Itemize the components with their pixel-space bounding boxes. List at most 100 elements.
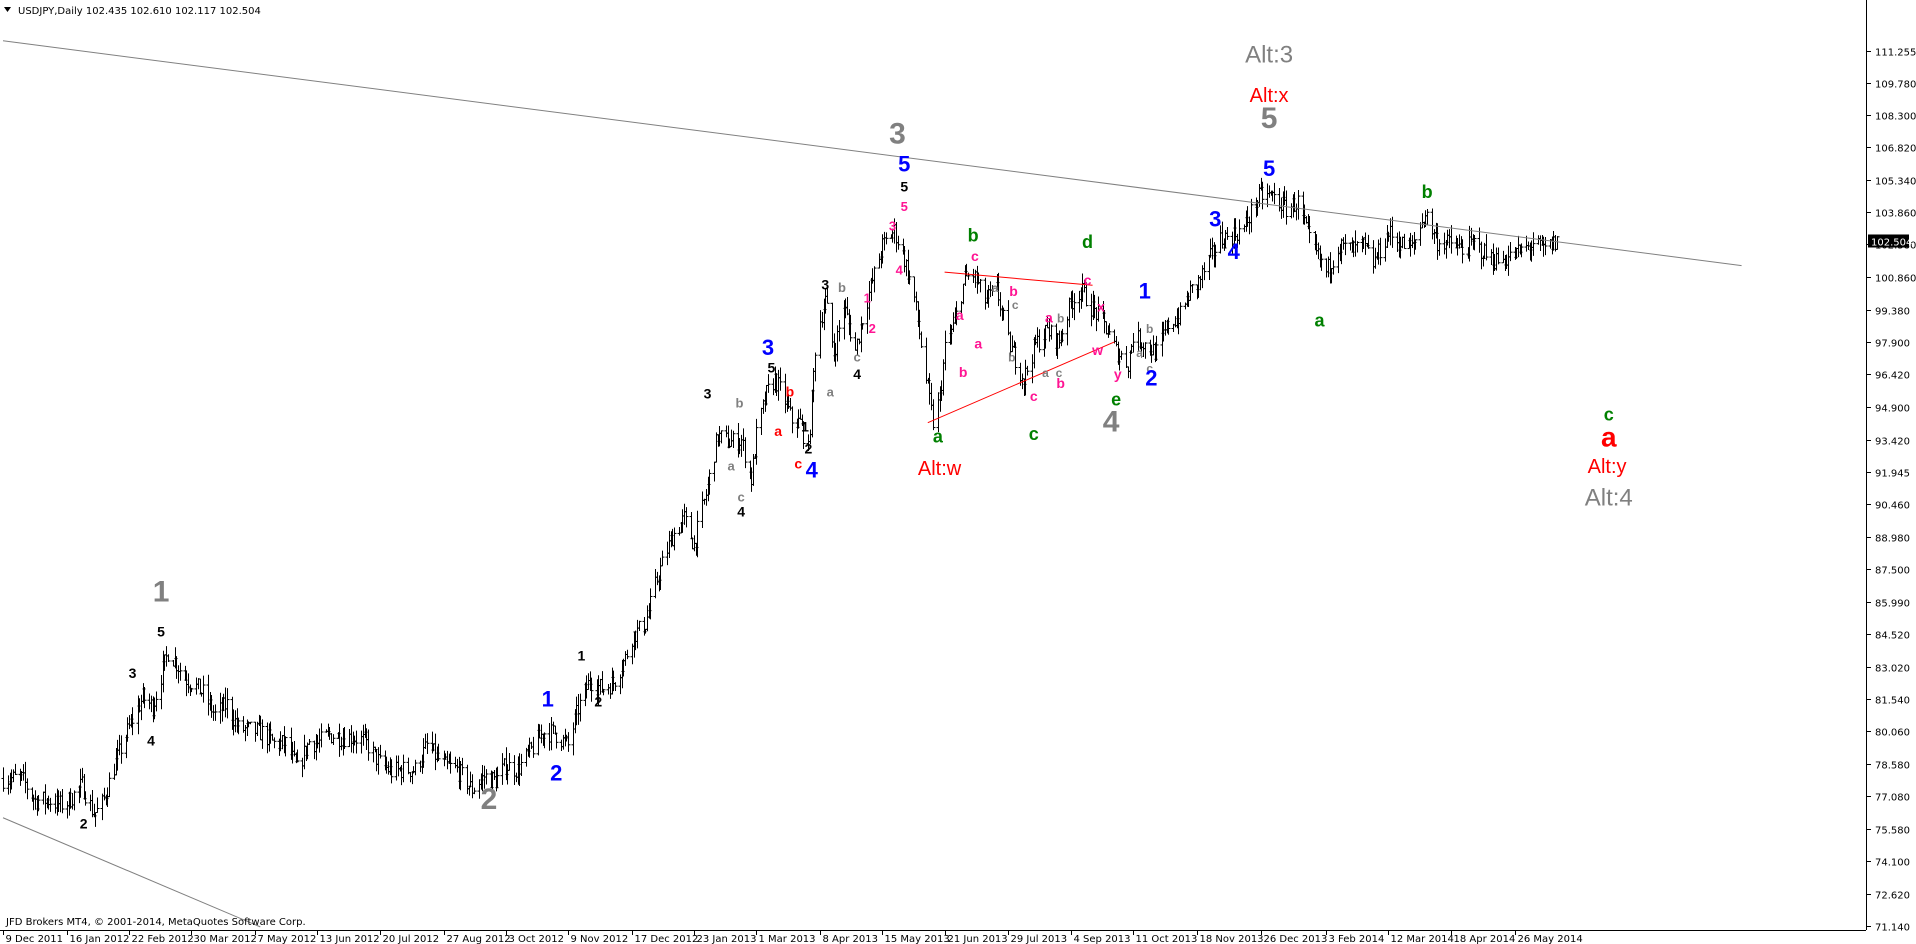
x-tick-label: 12 Mar 2014 — [1391, 934, 1454, 944]
ohlc-bar — [684, 507, 689, 528]
wave-label: 2 — [869, 321, 876, 336]
ohlc-bar — [366, 729, 371, 761]
wave-label: b — [838, 280, 846, 295]
wave-label: b — [1009, 283, 1018, 299]
x-tick-label: 9 Nov 2012 — [571, 934, 629, 944]
ohlc-bar — [943, 330, 948, 371]
y-tick-label: 105.340 — [1875, 177, 1916, 188]
y-tick-label: 72.620 — [1875, 891, 1910, 902]
ohlc-bar — [837, 319, 842, 342]
wave-label: a — [974, 336, 982, 352]
ohlc-bar — [460, 757, 465, 776]
ohlc-bar — [130, 707, 135, 736]
wave-label: Alt:x — [1250, 85, 1289, 107]
wave-label: Alt:3 — [1245, 42, 1293, 69]
ohlc-bar — [919, 331, 924, 348]
wave-label: c — [1029, 424, 1039, 444]
ohlc-bar — [707, 469, 712, 495]
ohlc-bar — [1272, 182, 1277, 205]
wave-label: 5 — [901, 199, 908, 214]
ohlc-bar — [484, 769, 489, 785]
ohlc-bar — [95, 797, 100, 814]
x-tick-label: 26 May 2014 — [1518, 934, 1583, 944]
x-tick-label: 18 Nov 2013 — [1200, 934, 1264, 944]
ohlc-bar — [1131, 332, 1136, 353]
ohlc-bar — [83, 791, 88, 806]
ohlc-bar — [1190, 283, 1195, 294]
wave-label: 2 — [805, 440, 813, 456]
symbol-info: USDJPY,Daily 102.435 102.610 102.117 102… — [18, 6, 261, 17]
ohlc-bar — [531, 736, 536, 758]
ohlc-bar — [378, 744, 383, 759]
wave-label: 4 — [1103, 405, 1120, 438]
wave-label: a — [1136, 346, 1143, 360]
wave-label: 4 — [806, 457, 819, 482]
ohlc-bar — [1096, 296, 1101, 322]
ohlc-bar — [1060, 328, 1065, 343]
triangle-down-icon[interactable] — [4, 7, 11, 12]
wave-label: a — [727, 459, 735, 474]
y-tick-label: 84.520 — [1875, 631, 1910, 642]
ohlc-bar — [813, 352, 818, 382]
ohlc-bar — [495, 766, 500, 789]
ohlc-bar — [1519, 243, 1524, 258]
ohlc-bar — [589, 677, 594, 702]
wave-label: b — [1056, 375, 1065, 391]
y-tick-label: 71.140 — [1875, 923, 1910, 934]
wave-label: c — [1084, 272, 1092, 288]
trendline-triangle-upper[interactable] — [944, 271, 1093, 286]
ohlc-bar — [1331, 260, 1336, 275]
wave-label: a — [827, 385, 835, 400]
y-tick-label: 99.380 — [1875, 307, 1910, 318]
ohlc-bar — [778, 367, 783, 391]
ohlc-bar — [319, 723, 324, 748]
ohlc-bar — [389, 759, 394, 784]
ohlc-bar — [413, 759, 418, 776]
last-price-label: 102.504 — [1871, 237, 1912, 248]
trendline-lower-channel[interactable] — [2, 817, 261, 928]
y-tick-label: 97.900 — [1875, 339, 1910, 350]
trendline-triangle-lower[interactable] — [927, 341, 1115, 424]
ohlc-bar — [1366, 234, 1371, 249]
x-tick-label: 27 Aug 2012 — [447, 934, 511, 944]
ohlc-bar — [766, 374, 771, 393]
wave-label: b — [959, 364, 968, 380]
ohlc-bar — [1084, 282, 1089, 307]
y-tick-label: 108.300 — [1875, 112, 1916, 123]
ohlc-bar — [695, 510, 700, 558]
ohlc-bar — [1249, 198, 1254, 233]
ohlc-bar — [1449, 225, 1454, 254]
x-tick-label: 11 Oct 2013 — [1136, 934, 1198, 944]
ohlc-bar — [1555, 236, 1560, 250]
ohlc-bar — [613, 682, 618, 692]
ohlc-bar — [1307, 215, 1312, 244]
trendline-upper-channel[interactable] — [2, 40, 1742, 267]
ohlc-bar — [354, 730, 359, 754]
chart-header: USDJPY,Daily 102.435 102.610 102.117 102… — [4, 6, 261, 17]
ohlc-bar — [142, 686, 147, 709]
wave-label: c — [1146, 362, 1153, 376]
wave-label: b — [786, 384, 795, 400]
x-tick-label: 3 Oct 2012 — [509, 934, 564, 944]
x-tick-label: 15 May 2013 — [885, 934, 950, 944]
ohlc-bar — [542, 732, 547, 749]
ohlc-bar — [260, 719, 265, 749]
wave-label: 4 — [896, 262, 904, 277]
wave-label: 5 — [1263, 156, 1275, 181]
wave-label: 1 — [578, 648, 586, 664]
wave-label: 4 — [147, 733, 155, 749]
ohlc-bar — [448, 751, 453, 774]
ohlc-bar — [1049, 324, 1054, 340]
time-axis: 9 Dec 2011 16 Jan 2012 22 Feb 2012 30 Mar 2… — [3, 930, 1583, 944]
y-tick-label: 81.540 — [1875, 696, 1910, 707]
wave-label: 3 — [704, 386, 712, 402]
wave-label: w — [1091, 342, 1103, 358]
wave-label: 2 — [550, 761, 562, 786]
ohlc-bar — [119, 735, 124, 764]
x-tick-label: 13 Jun 2012 — [320, 934, 380, 944]
wave-label: y — [1114, 366, 1122, 382]
ohlc-bar — [1496, 247, 1501, 265]
x-tick-label: 1 Mar 2013 — [759, 934, 816, 944]
ohlc-bar — [272, 737, 277, 749]
